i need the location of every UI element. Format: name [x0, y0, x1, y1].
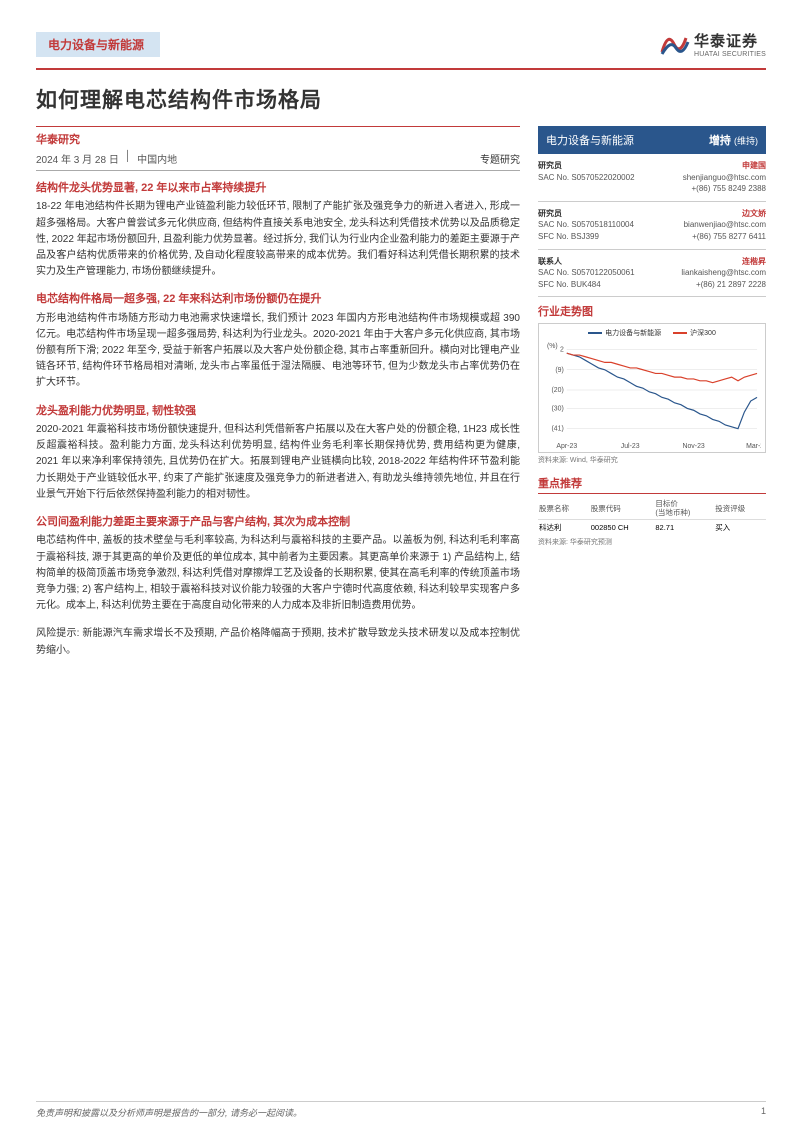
recommend-source: 资料来源: 华泰研究预测 [538, 537, 766, 547]
report-page: 电力设备与新能源 华泰证券 HUATAI SECURITIES 如何理解电芯结构… [0, 0, 802, 1133]
table-header: 投资评级 [714, 497, 766, 520]
analyst-email: liankaisheng@htsc.com [681, 267, 766, 279]
recommend-title: 重点推荐 [538, 475, 766, 494]
svg-text:Jul-23: Jul-23 [621, 443, 640, 450]
sections: 结构件龙头优势显著, 22 年以来市占率持续提升 18-22 年电池结构件长期为锂… [36, 181, 520, 659]
banner-hold: (维持) [734, 136, 758, 146]
date-row: 2024 年 3 月 28 日 │ 中国内地 专题研究 [36, 151, 520, 171]
columns: 华泰研究 2024 年 3 月 28 日 │ 中国内地 专题研究 结构件龙头优势… [36, 126, 766, 671]
analyst-block: 联系人 连楷昇 SAC No. S0570122050061 liankaisheng… [538, 256, 766, 298]
section: 风险提示: 新能源汽车需求增长不及预期, 产品价格降幅高于预期, 技术扩散导致龙… [36, 626, 520, 658]
table-cell: 82.71 [654, 520, 714, 536]
svg-text:(9): (9) [555, 367, 563, 374]
logo-cn: 华泰证券 [694, 30, 766, 51]
table-header-row: 股票名称股票代码目标价(当地币种)投资评级 [538, 497, 766, 520]
right-column: 电力设备与新能源 增持 (维持) 研究员 申建国 SAC No. S05705220… [538, 126, 766, 671]
analyst-phone: +(86) 21 2897 2228 [696, 279, 766, 291]
section-body: 2020-2021 年震裕科技市场份额快速提升, 但科达利凭借新客户拓展以及在大… [36, 422, 520, 503]
section-title: 电芯结构件格局一超多强, 22 年来科达利市场份额仍在提升 [36, 292, 520, 307]
analyst-phone: +(86) 755 8249 2388 [691, 183, 766, 195]
analyst-label: 研究员 [538, 160, 562, 172]
left-column: 华泰研究 2024 年 3 月 28 日 │ 中国内地 专题研究 结构件龙头优势… [36, 126, 520, 671]
report-date: 2024 年 3 月 28 日 [36, 151, 119, 166]
table-cell: 买入 [714, 520, 766, 536]
section-title: 公司间盈利能力差距主要来源于产品与客户结构, 其次为成本控制 [36, 515, 520, 530]
analyst-sac: SAC No. S0570122050061 [538, 267, 635, 279]
table-cell: 002850 CH [590, 520, 655, 536]
svg-text:Apr-23: Apr-23 [556, 443, 577, 450]
analyst-sac: SAC No. S0570522020002 [538, 172, 635, 184]
analysts-block: 研究员 申建国 SAC No. S0570522020002 shenjianguo@… [538, 160, 766, 297]
table-header: 目标价(当地币种) [654, 497, 714, 520]
legend-label: 电力设备与新能源 [605, 328, 661, 338]
analyst-sac: SAC No. S0570518110004 [538, 219, 634, 231]
legend-item: 沪深300 [673, 328, 716, 338]
analyst-email: bianwenjiao@htsc.com [684, 219, 766, 231]
table-header: 股票名称 [538, 497, 590, 520]
legend-item: 电力设备与新能源 [588, 328, 661, 338]
page-number: 1 [761, 1106, 766, 1119]
table-row: 科达利002850 CH82.71买入 [538, 520, 766, 536]
svg-text:(30): (30) [551, 406, 563, 413]
section-body: 方形电池结构件市场随方形动力电池需求快速增长, 我们预计 2023 年国内方形电… [36, 311, 520, 392]
table-header: 股票代码 [590, 497, 655, 520]
analyst-block: 研究员 边文娇 SAC No. S0570518110004 bianwenjiao@… [538, 208, 766, 250]
section: 龙头盈利能力优势明显, 韧性较强 2020-2021 年震裕科技市场份额快速提升,… [36, 404, 520, 503]
analyst-label: 联系人 [538, 256, 562, 268]
analyst-name: 申建国 [742, 160, 766, 172]
svg-text:(41): (41) [551, 426, 563, 433]
report-type: 专题研究 [480, 151, 520, 166]
banner-sector: 电力设备与新能源 [546, 132, 634, 148]
chart-box: 电力设备与新能源 沪深300 2 (9) (20) (30) (41) (%) Apr-23 J… [538, 323, 766, 453]
section-title: 龙头盈利能力优势明显, 韧性较强 [36, 404, 520, 419]
logo-text: 华泰证券 HUATAI SECURITIES [694, 30, 766, 58]
legend-swatch [588, 332, 602, 334]
page-footer: 免责声明和披露以及分析师声明是报告的一部分, 请务必一起阅读。 1 [36, 1101, 766, 1119]
research-label: 华泰研究 [36, 126, 520, 147]
svg-text:(%): (%) [547, 343, 558, 350]
date-sep: │ [125, 151, 131, 166]
recommend-table: 股票名称股票代码目标价(当地币种)投资评级 科达利002850 CH82.71买… [538, 497, 766, 535]
table-cell: 科达利 [538, 520, 590, 536]
logo-block: 华泰证券 HUATAI SECURITIES [658, 28, 766, 60]
svg-text:Mar-24: Mar-24 [746, 443, 761, 450]
report-region: 中国内地 [137, 151, 177, 166]
section: 结构件龙头优势显著, 22 年以来市占率持续提升 18-22 年电池结构件长期为锂… [36, 181, 520, 280]
banner-rating: 增持 [709, 135, 731, 147]
section-body: 风险提示: 新能源汽车需求增长不及预期, 产品价格降幅高于预期, 技术扩散导致龙… [36, 626, 520, 658]
logo-en: HUATAI SECURITIES [694, 51, 766, 58]
section-body: 18-22 年电池结构件长期为锂电产业链盈利能力较低环节, 限制了产能扩张及强竞… [36, 199, 520, 280]
recommend-block: 重点推荐 股票名称股票代码目标价(当地币种)投资评级 科达利002850 CH8… [538, 475, 766, 547]
chart-title: 行业走势图 [538, 303, 766, 319]
rating-banner: 电力设备与新能源 增持 (维持) [538, 126, 766, 154]
analyst-phone: +(86) 755 8277 6411 [692, 231, 766, 243]
analyst-sfc: SFC No. BSJ399 [538, 231, 599, 243]
chart-source: 资料来源: Wind, 华泰研究 [538, 455, 766, 465]
svg-text:(20): (20) [551, 387, 563, 394]
analyst-name: 边文娇 [742, 208, 766, 220]
top-bar: 电力设备与新能源 华泰证券 HUATAI SECURITIES [36, 28, 766, 60]
footer-disclaimer: 免责声明和披露以及分析师声明是报告的一部分, 请务必一起阅读。 [36, 1108, 302, 1118]
sector-tab: 电力设备与新能源 [36, 32, 160, 57]
legend-swatch [673, 332, 687, 334]
section-body: 电芯结构件中, 盖板的技术壁垒与毛利率较高, 为科达利与震裕科技的主要产品。以盖… [36, 533, 520, 614]
svg-text:2: 2 [560, 347, 564, 354]
page-title: 如何理解电芯结构件市场格局 [36, 84, 766, 114]
section-title: 结构件龙头优势显著, 22 年以来市占率持续提升 [36, 181, 520, 196]
analyst-sfc: SFC No. BUK484 [538, 279, 601, 291]
logo-icon [658, 28, 690, 60]
analyst-email: shenjianguo@htsc.com [683, 172, 766, 184]
analyst-name: 连楷昇 [742, 256, 766, 268]
trend-chart: 2 (9) (20) (30) (41) (%) Apr-23 Jul-23 Nov-23 Mar… [543, 340, 761, 450]
title-block: 如何理解电芯结构件市场格局 [36, 68, 766, 114]
legend-label: 沪深300 [690, 328, 716, 338]
svg-text:Nov-23: Nov-23 [682, 443, 704, 450]
chart-legend: 电力设备与新能源 沪深300 [543, 328, 761, 338]
analyst-block: 研究员 申建国 SAC No. S0570522020002 shenjianguo@… [538, 160, 766, 202]
section: 公司间盈利能力差距主要来源于产品与客户结构, 其次为成本控制电芯结构件中, 盖板… [36, 515, 520, 614]
analyst-label: 研究员 [538, 208, 562, 220]
section: 电芯结构件格局一超多强, 22 年来科达利市场份额仍在提升方形电池结构件市场随方… [36, 292, 520, 391]
chart-block: 行业走势图 电力设备与新能源 沪深300 2 (9) (20) (30) (41) (%) A… [538, 303, 766, 465]
